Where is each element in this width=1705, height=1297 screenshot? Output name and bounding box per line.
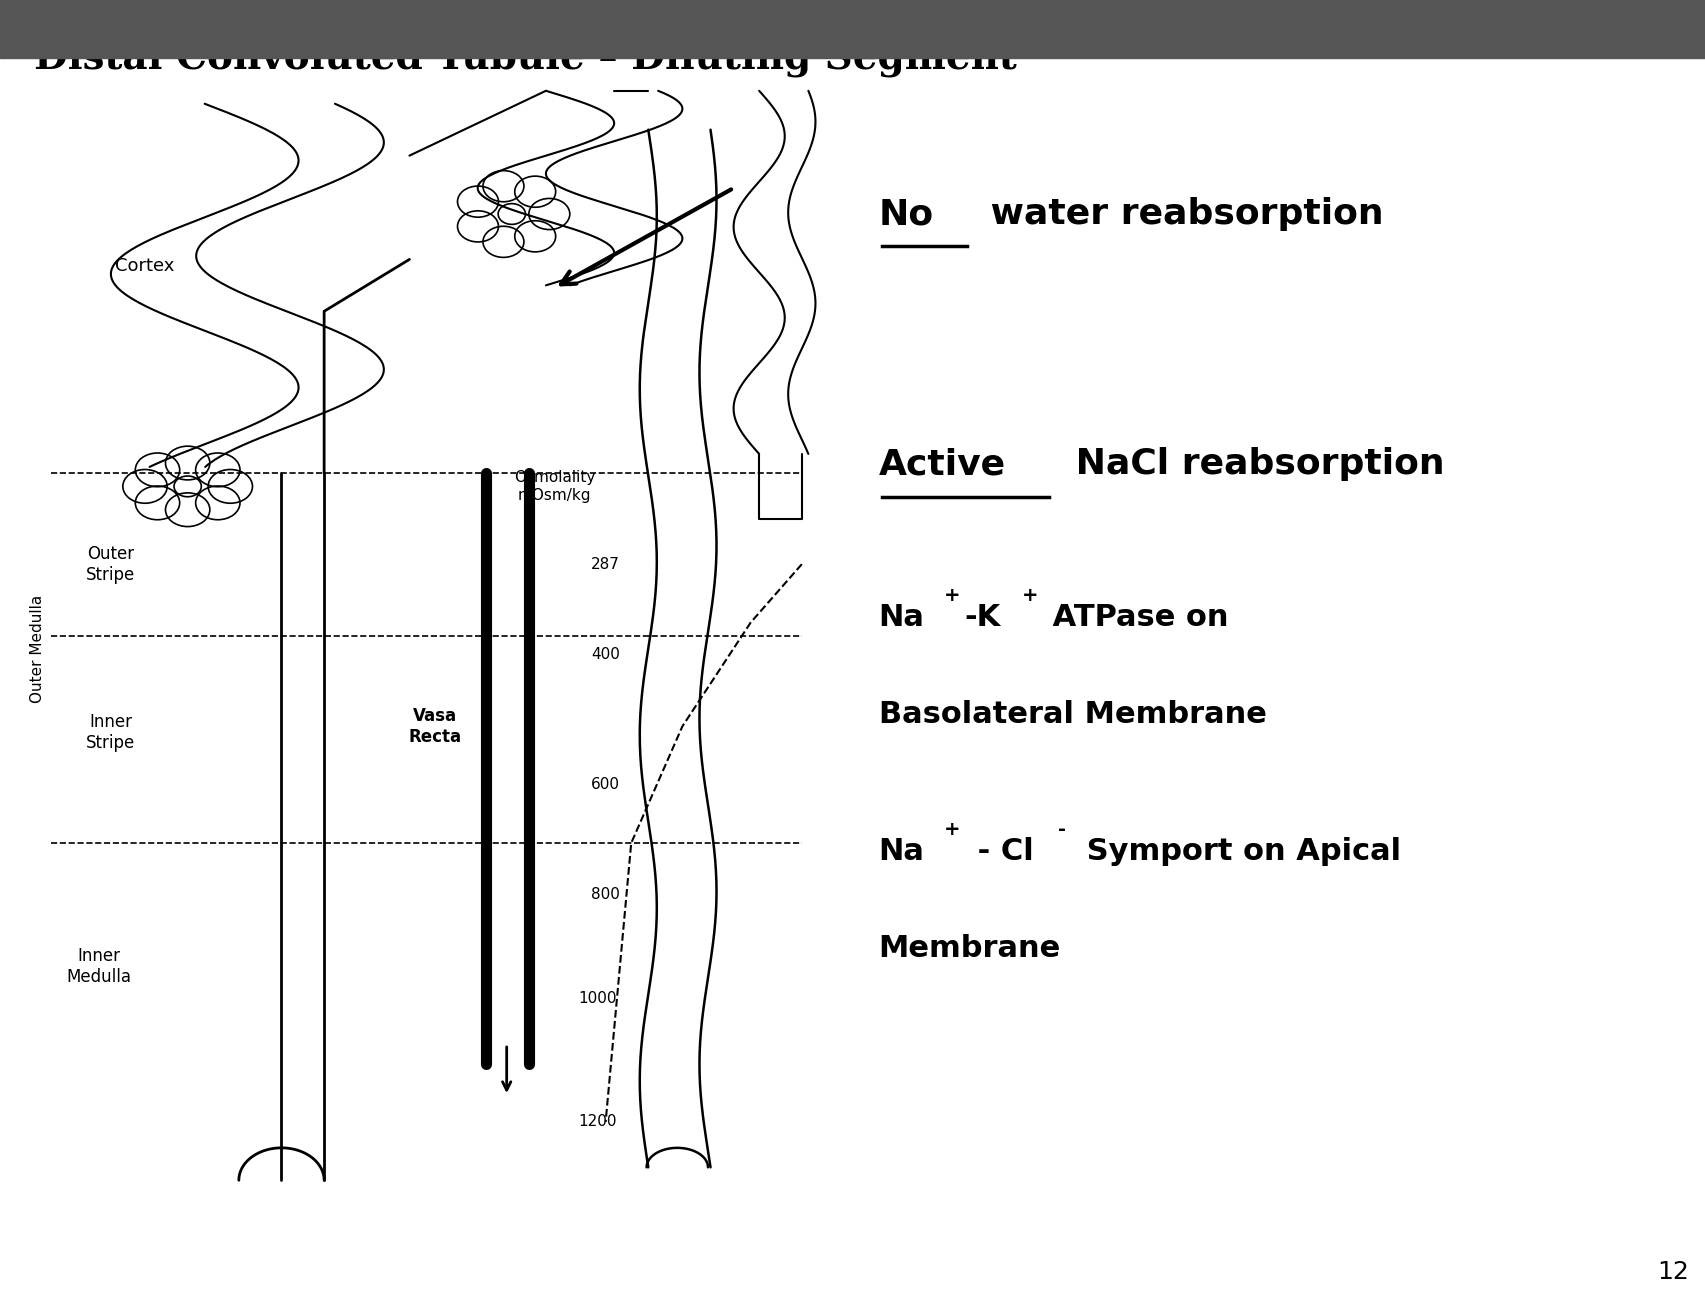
Text: ATPase on: ATPase on xyxy=(1042,603,1228,632)
Text: Inner
Stripe: Inner Stripe xyxy=(87,713,135,752)
Text: +: + xyxy=(1021,586,1038,606)
Text: Cortex: Cortex xyxy=(116,257,174,275)
Bar xyxy=(0,0,1705,58)
Text: +: + xyxy=(943,586,960,606)
Text: Symport on Apical: Symport on Apical xyxy=(1076,837,1402,865)
Text: 287: 287 xyxy=(592,556,619,572)
Text: 800: 800 xyxy=(592,887,619,903)
Text: Membrane: Membrane xyxy=(878,934,1061,962)
Text: +: + xyxy=(943,820,960,839)
Text: Na: Na xyxy=(878,837,924,865)
Text: - Cl: - Cl xyxy=(967,837,1033,865)
Text: 1200: 1200 xyxy=(578,1114,616,1130)
Text: Outer
Stripe: Outer Stripe xyxy=(87,545,135,584)
Text: 600: 600 xyxy=(592,777,619,792)
Text: Inner
Medulla: Inner Medulla xyxy=(66,947,131,986)
Text: Outer Medulla: Outer Medulla xyxy=(31,594,44,703)
Text: water reabsorption: water reabsorption xyxy=(977,197,1383,231)
Text: 400: 400 xyxy=(592,647,619,663)
Text: -: - xyxy=(1057,820,1066,839)
Text: No: No xyxy=(878,197,933,231)
Text: Na: Na xyxy=(878,603,924,632)
Text: -K: -K xyxy=(963,603,999,632)
Text: NaCl reabsorption: NaCl reabsorption xyxy=(1062,447,1444,481)
Text: LC: LC xyxy=(1647,32,1688,61)
Text: Distal Convoluted Tubule – Diluting Segment: Distal Convoluted Tubule – Diluting Segm… xyxy=(34,39,1016,78)
Text: Osmolality
mOsm/kg: Osmolality mOsm/kg xyxy=(513,471,595,502)
Text: Vasa
Recta: Vasa Recta xyxy=(407,707,462,746)
Text: 12: 12 xyxy=(1656,1259,1688,1284)
Text: Active: Active xyxy=(878,447,1006,481)
Text: 1000: 1000 xyxy=(578,991,616,1006)
Text: Basolateral Membrane: Basolateral Membrane xyxy=(878,700,1265,729)
